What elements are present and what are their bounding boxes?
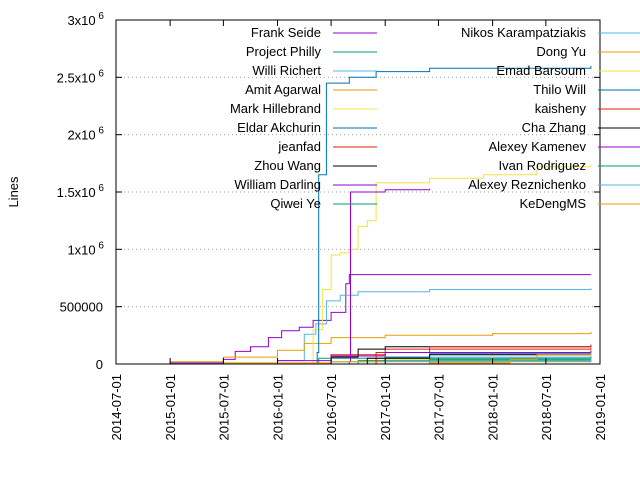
legend-label: Dong Yu bbox=[536, 44, 586, 59]
series-line-3 bbox=[143, 331, 592, 365]
legend-label: jeanfad bbox=[277, 139, 321, 154]
x-tick-label: 2014-07-01 bbox=[109, 374, 124, 441]
legend-label: Eldar Akchurin bbox=[237, 120, 321, 135]
legend-label: Nikos Karampatziakis bbox=[461, 25, 586, 40]
series-line-8 bbox=[295, 188, 431, 365]
legend-label: Emad Barsoum bbox=[496, 63, 586, 78]
legend-label: Thilo Will bbox=[533, 82, 586, 97]
y-tick-label: 2.5x10 6 bbox=[57, 68, 105, 85]
legend-label: KeDengMS bbox=[520, 196, 587, 211]
legend-label: Project Philly bbox=[246, 44, 322, 59]
series-line-5 bbox=[277, 65, 592, 365]
legend-label: Alexey Kamenev bbox=[488, 139, 586, 154]
y-tick-exponent: 6 bbox=[96, 68, 105, 79]
series-line-4 bbox=[241, 164, 592, 365]
y-tick-exponent: 6 bbox=[96, 11, 105, 22]
legend-label: Frank Seide bbox=[251, 25, 321, 40]
legend-label: Amit Agarwal bbox=[245, 82, 321, 97]
legend: Frank Seide Project Philly Willi Richert Am… bbox=[230, 25, 640, 211]
legend-label: Mark Hillebrand bbox=[230, 101, 321, 116]
legend-label: Zhou Wang bbox=[254, 158, 321, 173]
x-tick-label: 2016-01-01 bbox=[271, 374, 286, 441]
y-axis-label: Lines bbox=[6, 176, 21, 208]
axis-ticks: 0 500000 1x10 6 1.5x10 6 2x10 6 2.5x10 6 3x10 … bbox=[57, 11, 608, 441]
y-tick-label: 3x10 6 bbox=[67, 11, 104, 28]
y-tick-label: 0 bbox=[96, 357, 103, 372]
y-tick-label: 500000 bbox=[60, 300, 103, 315]
x-tick-label: 2017-01-01 bbox=[378, 374, 393, 441]
legend-label: William Darling bbox=[234, 177, 321, 192]
legend-label: Qiwei Ye bbox=[270, 196, 321, 211]
x-tick-label: 2018-07-01 bbox=[539, 374, 554, 441]
x-tick-label: 2017-07-01 bbox=[431, 374, 446, 441]
x-tick-label: 2015-07-01 bbox=[216, 374, 231, 441]
y-tick-exponent: 6 bbox=[96, 240, 105, 251]
y-tick-label: 1x10 6 bbox=[67, 240, 104, 257]
legend-label: kaisheny bbox=[535, 101, 587, 116]
y-tick-label: 1.5x10 6 bbox=[57, 183, 105, 200]
legend-label: Alexey Reznichenko bbox=[468, 177, 586, 192]
x-tick-label: 2018-01-01 bbox=[486, 374, 501, 441]
x-tick-label: 2015-01-01 bbox=[163, 374, 178, 441]
y-tick-exponent: 6 bbox=[96, 183, 105, 194]
legend-label: Cha Zhang bbox=[522, 120, 586, 135]
y-tick-label: 2x10 6 bbox=[67, 126, 104, 143]
legend-label: Ivan Rodriguez bbox=[499, 158, 586, 173]
y-tick-exponent: 6 bbox=[96, 126, 105, 137]
legend-label: Willi Richert bbox=[252, 63, 321, 78]
grid bbox=[116, 76, 600, 308]
x-tick-label: 2019-01-01 bbox=[593, 374, 608, 441]
x-tick-label: 2016-07-01 bbox=[324, 374, 339, 441]
